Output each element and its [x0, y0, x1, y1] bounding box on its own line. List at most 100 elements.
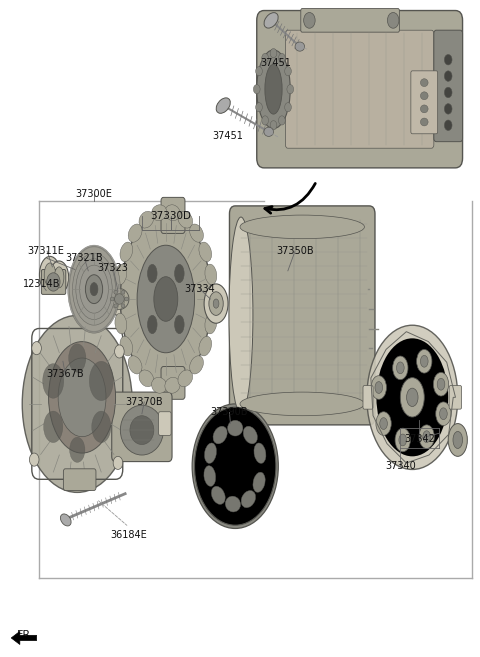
Ellipse shape [190, 356, 204, 374]
Ellipse shape [259, 499, 264, 505]
Ellipse shape [376, 338, 448, 457]
Ellipse shape [251, 439, 255, 445]
Text: 37300E: 37300E [75, 189, 112, 199]
Ellipse shape [233, 451, 238, 457]
Text: 37451: 37451 [213, 131, 243, 141]
Ellipse shape [453, 432, 463, 449]
Ellipse shape [387, 12, 399, 28]
Ellipse shape [420, 79, 428, 87]
Ellipse shape [76, 259, 112, 319]
Ellipse shape [194, 407, 276, 525]
Ellipse shape [215, 487, 220, 493]
Ellipse shape [251, 475, 255, 482]
Ellipse shape [240, 392, 364, 416]
Ellipse shape [251, 463, 255, 470]
Ellipse shape [216, 98, 230, 113]
Ellipse shape [254, 443, 266, 463]
Ellipse shape [262, 116, 268, 125]
Ellipse shape [395, 428, 410, 452]
Ellipse shape [285, 66, 291, 76]
Ellipse shape [233, 475, 238, 482]
Ellipse shape [251, 427, 255, 434]
Polygon shape [11, 631, 36, 645]
Ellipse shape [259, 439, 264, 445]
Ellipse shape [130, 416, 154, 445]
Ellipse shape [125, 297, 129, 301]
Ellipse shape [375, 382, 383, 394]
Ellipse shape [224, 475, 229, 482]
Ellipse shape [114, 304, 118, 307]
Ellipse shape [419, 425, 434, 449]
Ellipse shape [215, 463, 220, 470]
Ellipse shape [259, 463, 264, 470]
Ellipse shape [206, 439, 211, 445]
Ellipse shape [147, 315, 157, 334]
Ellipse shape [448, 424, 468, 457]
Ellipse shape [241, 475, 246, 482]
Ellipse shape [433, 373, 449, 396]
Ellipse shape [120, 214, 211, 384]
Ellipse shape [205, 264, 217, 284]
FancyBboxPatch shape [286, 30, 434, 148]
Ellipse shape [69, 246, 119, 332]
Ellipse shape [233, 439, 238, 445]
Text: 37323: 37323 [98, 263, 129, 273]
Ellipse shape [423, 431, 431, 443]
Ellipse shape [199, 336, 212, 356]
FancyBboxPatch shape [257, 11, 463, 168]
Ellipse shape [367, 325, 458, 470]
Ellipse shape [400, 378, 424, 417]
Ellipse shape [224, 427, 229, 434]
Ellipse shape [39, 256, 60, 293]
Ellipse shape [420, 92, 428, 100]
Text: 37321B: 37321B [66, 254, 103, 263]
FancyBboxPatch shape [363, 386, 373, 409]
Ellipse shape [113, 288, 125, 309]
Ellipse shape [175, 264, 184, 283]
Text: 37390B: 37390B [211, 407, 248, 417]
Ellipse shape [278, 116, 285, 125]
Text: 37370B: 37370B [125, 397, 163, 407]
Text: 12314B: 12314B [23, 279, 60, 289]
Ellipse shape [205, 313, 217, 334]
Ellipse shape [204, 443, 216, 463]
Ellipse shape [376, 412, 391, 436]
Ellipse shape [47, 273, 60, 291]
Ellipse shape [211, 486, 225, 505]
Ellipse shape [44, 263, 56, 286]
Ellipse shape [48, 342, 116, 453]
Ellipse shape [192, 404, 278, 528]
Ellipse shape [128, 224, 142, 242]
Ellipse shape [80, 265, 108, 313]
Ellipse shape [241, 463, 246, 470]
Ellipse shape [436, 402, 451, 426]
Ellipse shape [420, 355, 428, 367]
Ellipse shape [70, 437, 85, 463]
FancyBboxPatch shape [112, 392, 172, 462]
Ellipse shape [58, 358, 106, 437]
Ellipse shape [89, 361, 113, 401]
Ellipse shape [178, 370, 192, 387]
Ellipse shape [264, 12, 278, 28]
Ellipse shape [147, 264, 157, 283]
FancyBboxPatch shape [301, 9, 399, 32]
Ellipse shape [204, 284, 228, 323]
Ellipse shape [233, 427, 238, 434]
Ellipse shape [407, 388, 418, 407]
Text: 37330D: 37330D [150, 211, 191, 221]
Ellipse shape [380, 418, 387, 430]
Ellipse shape [444, 120, 452, 131]
Ellipse shape [115, 264, 127, 284]
Ellipse shape [265, 64, 282, 114]
Ellipse shape [440, 408, 447, 420]
Ellipse shape [90, 283, 98, 296]
Ellipse shape [304, 12, 315, 28]
Ellipse shape [224, 487, 229, 493]
Ellipse shape [444, 87, 452, 98]
Ellipse shape [393, 356, 408, 380]
Ellipse shape [229, 217, 253, 414]
Text: 37334: 37334 [184, 284, 215, 294]
Ellipse shape [207, 288, 218, 309]
Ellipse shape [224, 439, 229, 445]
Ellipse shape [256, 102, 263, 112]
